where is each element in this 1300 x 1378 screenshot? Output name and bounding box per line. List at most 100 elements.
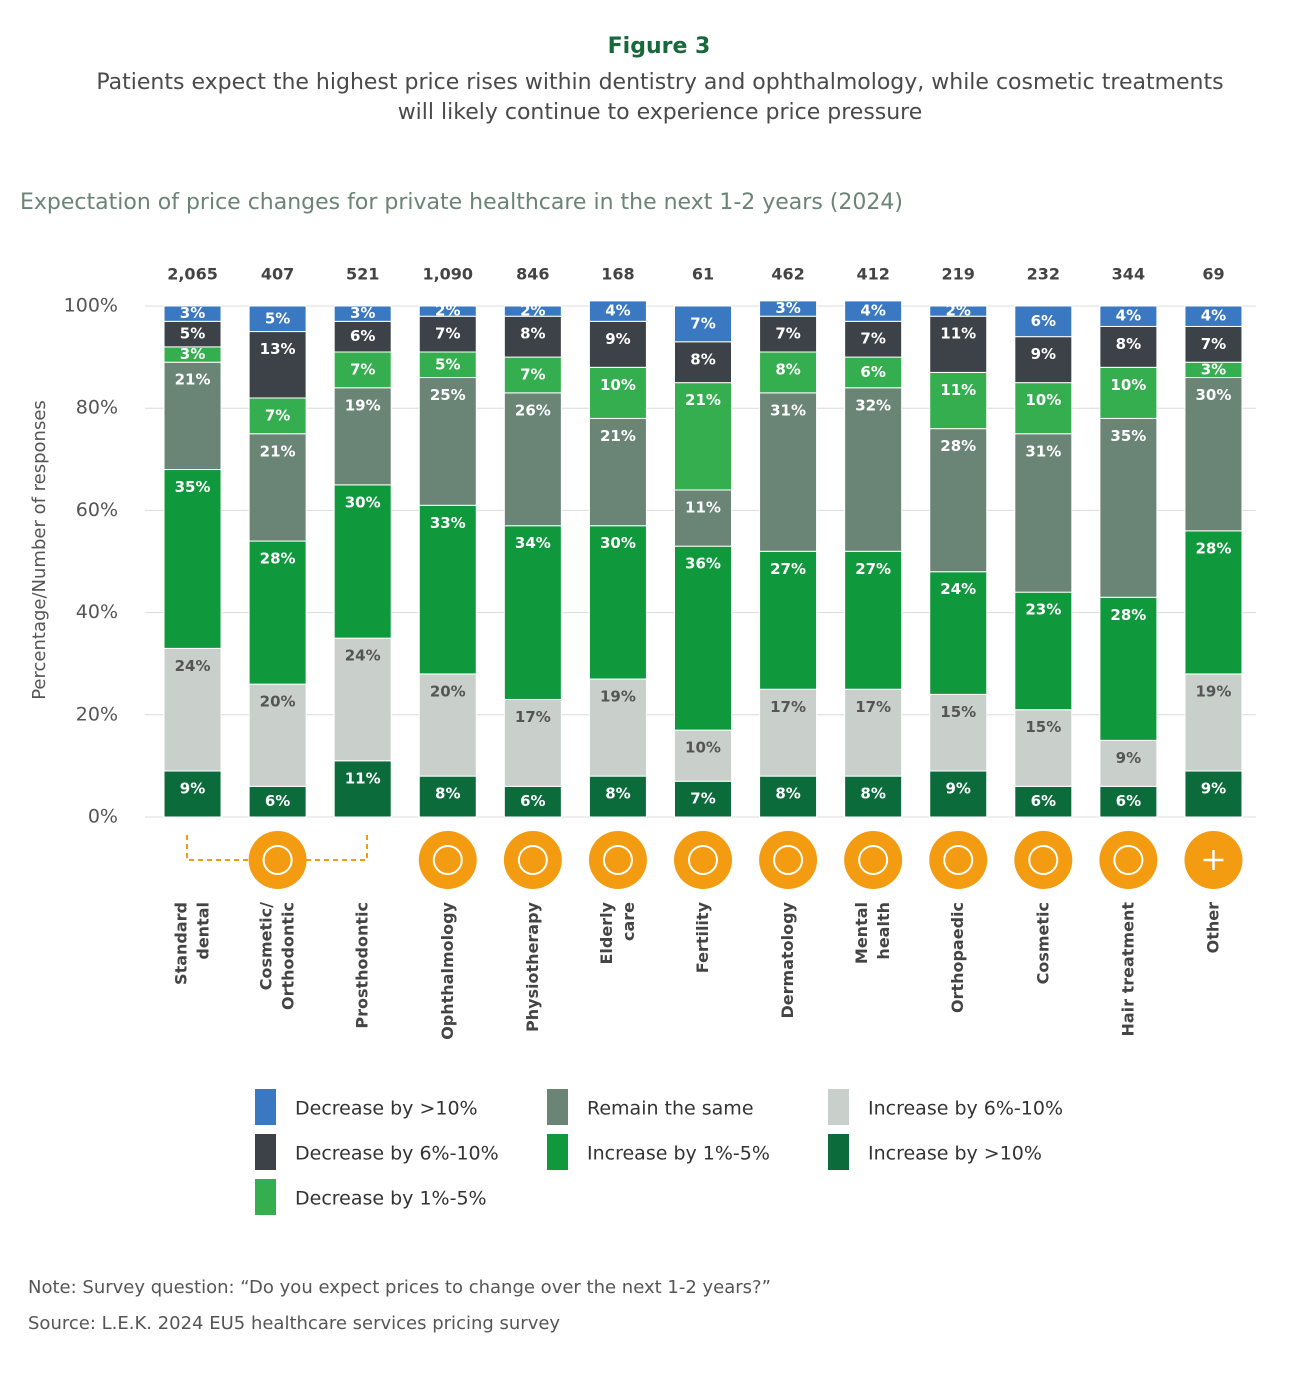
- bar-segment: [844, 387, 903, 552]
- bar-segment: [929, 315, 988, 373]
- bar-segment: [1099, 417, 1158, 598]
- segment-label: 2%: [435, 302, 460, 320]
- bar-segment: [844, 300, 903, 322]
- bar-segment: [674, 780, 732, 818]
- bar-segment: [503, 392, 562, 527]
- segment-label: 26%: [515, 401, 551, 419]
- bar-segment: [588, 417, 647, 527]
- bar-segment: [844, 688, 903, 777]
- category-icon: [1014, 831, 1073, 889]
- icon-glyph: [262, 845, 293, 875]
- bar-segment: [1184, 770, 1243, 818]
- response-count: 846: [516, 265, 549, 284]
- x-tick-label: Hair treatment: [1118, 902, 1137, 1037]
- legend-label: Decrease by 6%-10%: [295, 1143, 499, 1165]
- bar-segment: [248, 305, 307, 333]
- segment-label: 3%: [1201, 360, 1226, 378]
- segment-label: 8%: [775, 785, 800, 803]
- segment-label: 9%: [1116, 749, 1141, 767]
- bar-segment: [1014, 336, 1073, 384]
- segment-label: 10%: [1110, 376, 1146, 394]
- bar-segment: [333, 305, 392, 322]
- bar-segment: [844, 320, 903, 358]
- bar-segment: [418, 673, 477, 777]
- segment-label: 5%: [180, 325, 205, 343]
- segment-label: 21%: [600, 427, 636, 445]
- segment-label: 6%: [1116, 792, 1141, 810]
- bar-segment: [674, 545, 732, 731]
- segment-label: 31%: [770, 401, 806, 419]
- segment-label: 6%: [860, 363, 885, 381]
- bar-segment: [333, 320, 392, 353]
- bar-segment: [844, 775, 903, 818]
- segment-label: 15%: [1025, 718, 1061, 736]
- y-tick-label: 60%: [76, 499, 118, 521]
- icon-glyph: [1113, 845, 1144, 875]
- legend-label: Decrease by 1%-5%: [295, 1188, 487, 1210]
- legend-label: Remain the same: [587, 1098, 754, 1120]
- response-count: 1,090: [422, 265, 473, 284]
- segment-label: 13%: [260, 340, 296, 358]
- bar-segment: [248, 785, 307, 818]
- bar-segment: [588, 300, 647, 322]
- x-tick-label: Mental health: [852, 902, 893, 964]
- segment-label: 24%: [175, 657, 211, 675]
- response-count: 462: [771, 265, 804, 284]
- icon-glyph: [1203, 850, 1224, 870]
- segment-label: 10%: [685, 739, 721, 757]
- bar-segment: [418, 305, 477, 317]
- legend-swatch: [255, 1179, 276, 1215]
- segment-label: 31%: [1025, 442, 1061, 460]
- segment-label: 35%: [175, 478, 211, 496]
- bar-segment: [1184, 530, 1243, 675]
- segment-label: 27%: [770, 560, 806, 578]
- segment-label: 7%: [775, 325, 800, 343]
- x-tick-label: Other: [1203, 902, 1222, 953]
- icon-glyph: [517, 845, 548, 875]
- bar-segment: [1099, 366, 1158, 419]
- response-count: 521: [346, 265, 379, 284]
- bar-segment: [759, 775, 818, 818]
- segment-label: 11%: [685, 498, 721, 516]
- bar-segment: [1184, 673, 1243, 772]
- bar-segment: [248, 683, 307, 787]
- bar-segment: [248, 331, 307, 399]
- segment-label: 28%: [1196, 539, 1232, 557]
- bar-segment: [929, 305, 988, 317]
- legend-swatch: [255, 1089, 276, 1125]
- segment-label: 19%: [345, 396, 381, 414]
- response-count: 344: [1112, 265, 1145, 284]
- chart-title: Patients expect the highest price rises …: [96, 70, 1224, 125]
- segment-label: 21%: [260, 442, 296, 460]
- segment-label: 9%: [1201, 780, 1226, 798]
- bar-segment: [1014, 305, 1073, 338]
- bar-segment: [333, 484, 392, 639]
- segment-label: 7%: [265, 406, 290, 424]
- segment-label: 11%: [940, 381, 976, 399]
- y-tick-label: 100%: [64, 295, 118, 317]
- legend-label: Decrease by >10%: [295, 1098, 478, 1120]
- segment-label: 30%: [1196, 386, 1232, 404]
- x-tick-label: Ophthalmology: [437, 901, 456, 1039]
- segment-label: 8%: [1116, 335, 1141, 353]
- segment-label: 17%: [515, 708, 551, 726]
- segment-label: 3%: [350, 304, 375, 322]
- response-count: 61: [692, 265, 714, 284]
- response-count: 69: [1202, 265, 1224, 284]
- x-tick-label: Orthopaedic: [948, 902, 967, 1013]
- legend-label: Increase by 1%-5%: [587, 1143, 770, 1165]
- bar-segment: [333, 387, 392, 486]
- note: Note: Survey question: “Do you expect pr…: [28, 1277, 771, 1298]
- y-axis-label: Percentage/Number of responses: [29, 400, 50, 700]
- segment-label: 7%: [520, 365, 545, 383]
- segment-label: 17%: [770, 698, 806, 716]
- bar-segment: [1184, 377, 1243, 532]
- y-tick-label: 20%: [76, 703, 118, 725]
- segment-label: 34%: [515, 534, 551, 552]
- response-count: 219: [942, 265, 975, 284]
- legend-swatch: [828, 1089, 849, 1125]
- segment-label: 7%: [350, 360, 375, 378]
- category-icon: [588, 831, 647, 889]
- bar-segment: [929, 371, 988, 430]
